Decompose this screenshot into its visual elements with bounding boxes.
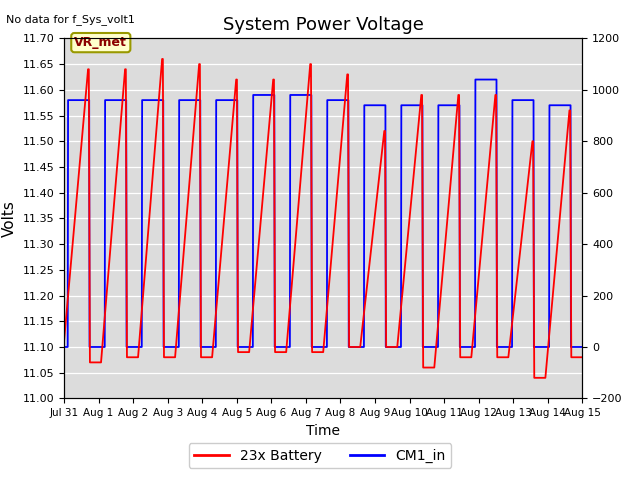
- CM1_in: [472, 77, 479, 83]
- CM1_in: [456, 102, 463, 108]
- 23x Battery: [419, 365, 427, 371]
- CM1_in: [64, 97, 72, 103]
- 23x Battery: [85, 66, 93, 72]
- Text: No data for f_Sys_volt1: No data for f_Sys_volt1: [6, 14, 135, 25]
- CM1_in: [308, 344, 316, 350]
- 23x Battery: [158, 56, 166, 62]
- 23x Battery: [307, 61, 314, 67]
- CM1_in: [208, 344, 216, 350]
- CM1_in: [579, 344, 586, 350]
- 23x Battery: [579, 354, 586, 360]
- 23x Battery: [431, 365, 438, 371]
- Text: VR_met: VR_met: [74, 36, 127, 49]
- CM1_in: [60, 344, 68, 350]
- 23x Battery: [208, 354, 216, 360]
- CM1_in: [360, 102, 368, 108]
- Legend: 23x Battery, CM1_in: 23x Battery, CM1_in: [189, 443, 451, 468]
- 23x Battery: [86, 360, 93, 365]
- Y-axis label: Volts: Volts: [2, 200, 17, 237]
- 23x Battery: [60, 339, 68, 345]
- Title: System Power Voltage: System Power Voltage: [223, 16, 424, 34]
- Line: 23x Battery: 23x Battery: [64, 59, 582, 378]
- Line: CM1_in: CM1_in: [64, 80, 582, 347]
- 23x Battery: [531, 375, 538, 381]
- X-axis label: Time: Time: [306, 424, 340, 438]
- CM1_in: [546, 102, 554, 108]
